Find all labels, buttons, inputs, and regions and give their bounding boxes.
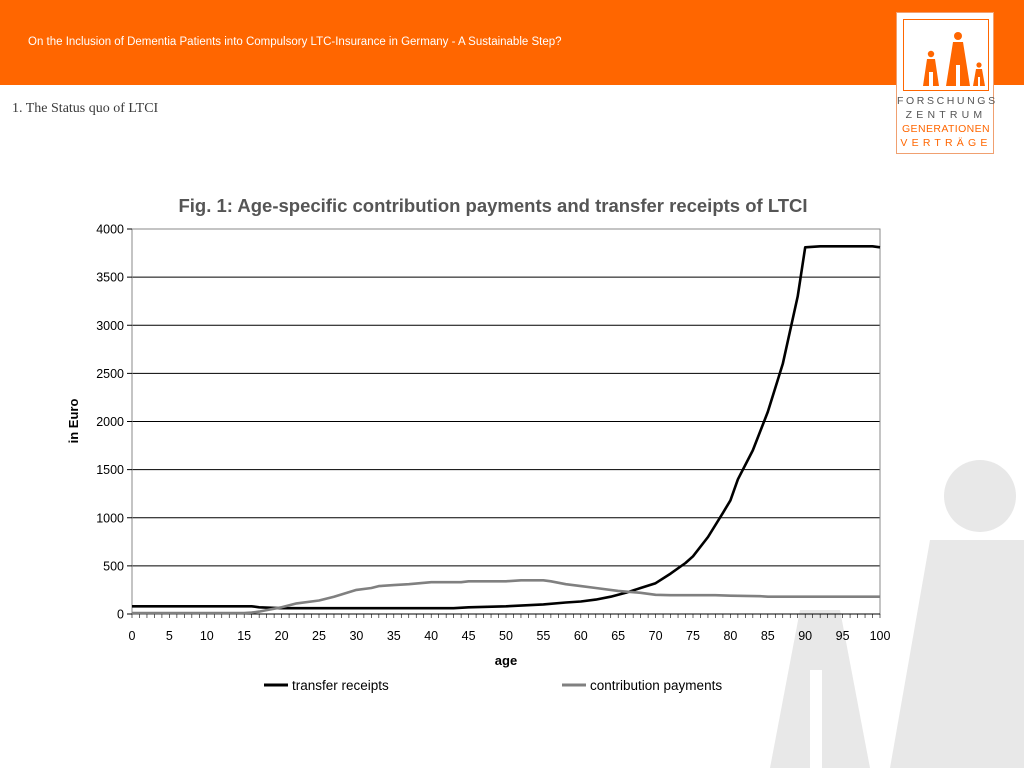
y-tick-label: 2500 [96, 367, 124, 381]
presentation-title: On the Inclusion of Dementia Patients in… [28, 36, 562, 48]
logo: FORSCHUNGS ZENTRUM GENERATIONEN VERTRÄGE [896, 12, 998, 154]
x-tick-label: 70 [649, 629, 663, 643]
y-tick-label: 4000 [96, 223, 124, 237]
x-tick-label: 65 [611, 629, 625, 643]
y-tick-label: 1500 [96, 463, 124, 477]
y-tick-label: 1000 [96, 511, 124, 525]
x-tick-label: 80 [723, 629, 737, 643]
axes: 0 500 1000 1500 2000 2500 3000 3500 4000 0 5 10 15 20… [96, 223, 890, 644]
legend: transfer receipts contribution payments [264, 678, 722, 693]
x-tick-label: 15 [237, 629, 251, 643]
x-tick-label: 55 [536, 629, 550, 643]
y-tick-label: 0 [117, 608, 124, 622]
x-tick-label: 95 [836, 629, 850, 643]
series-line-transfer-receipts [132, 245, 881, 610]
x-tick-label: 35 [387, 629, 401, 643]
series-lines [132, 245, 881, 615]
legend-label: transfer receipts [292, 678, 389, 693]
x-tick-label: 40 [424, 629, 438, 643]
watermark-figures-icon [770, 460, 1024, 768]
y-tick-label: 2000 [96, 415, 124, 429]
logo-line-forschungs: FORSCHUNGS [897, 95, 998, 107]
y-tick-label: 3000 [96, 319, 124, 333]
x-tick-label: 75 [686, 629, 700, 643]
x-tick-label: 45 [462, 629, 476, 643]
chart-title: Fig. 1: Age-specific contribution paymen… [178, 195, 807, 216]
legend-label: contribution payments [590, 678, 722, 693]
x-tick-label: 30 [349, 629, 363, 643]
x-tick-label: 25 [312, 629, 326, 643]
logo-figures-icon [923, 32, 985, 86]
x-axis-label: age [495, 653, 517, 668]
y-tick-label: 3500 [96, 271, 124, 285]
header-bar: On the Inclusion of Dementia Patients in… [0, 0, 1024, 85]
logo-line-generationen: GENERATIONEN [901, 123, 991, 135]
x-tick-label: 20 [275, 629, 289, 643]
section-title: 1. The Status quo of LTCI [12, 101, 159, 116]
y-axis-label: in Euro [66, 399, 81, 444]
x-tick-label: 50 [499, 629, 513, 643]
x-tick-label: 90 [798, 629, 812, 643]
x-tick-label: 60 [574, 629, 588, 643]
logo-line-zentrum: ZENTRUM [905, 109, 987, 121]
x-tick-label: 5 [166, 629, 173, 643]
x-tick-label: 0 [129, 629, 136, 643]
logo-line-vertraege: VERTRÄGE [900, 137, 992, 149]
gridlines [132, 228, 880, 615]
logo-figures-frame [903, 19, 989, 91]
series-line-contribution-payments [132, 578, 880, 615]
x-tick-label: 10 [200, 629, 214, 643]
x-tick-label: 100 [870, 629, 891, 643]
y-tick-label: 500 [103, 559, 124, 573]
x-tick-label: 85 [761, 629, 775, 643]
